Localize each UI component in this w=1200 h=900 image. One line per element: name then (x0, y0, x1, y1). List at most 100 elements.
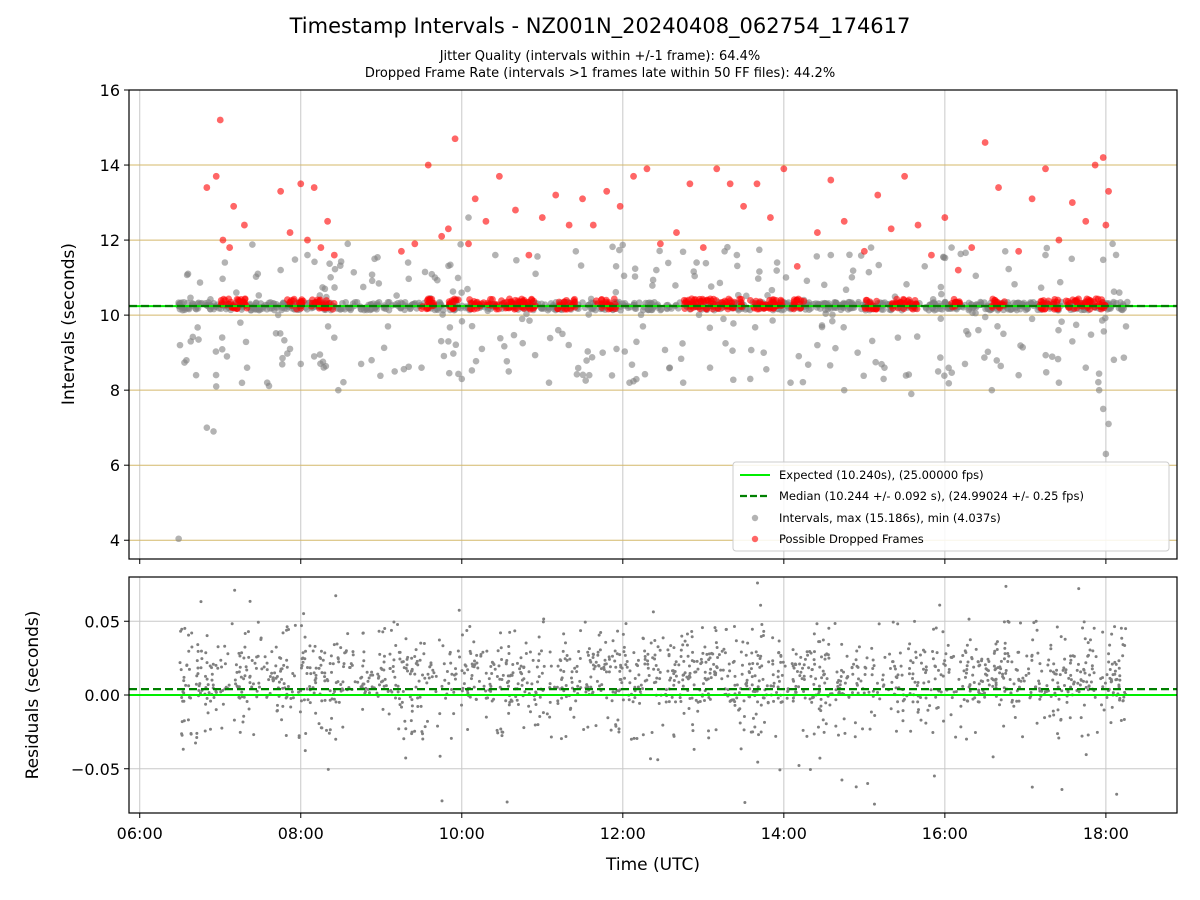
residual-point (918, 653, 922, 657)
residual-point (833, 622, 837, 626)
residual-point (537, 652, 541, 656)
residual-point (291, 696, 295, 700)
interval-point (243, 364, 251, 371)
interval-point (722, 340, 729, 347)
residual-point (414, 661, 418, 665)
bottom-y-tick-label: 0.05 (84, 612, 120, 631)
interval-point (984, 348, 992, 356)
residual-point (265, 668, 269, 672)
residual-point (507, 684, 511, 688)
residual-point (505, 800, 509, 804)
top-y-tick-label: 6 (110, 456, 120, 475)
residual-point (337, 700, 341, 704)
interval-point (357, 360, 365, 368)
residual-point (334, 594, 338, 598)
residual-point (1067, 676, 1071, 680)
residual-point (751, 716, 755, 720)
interval-point (1048, 353, 1056, 360)
residual-point (900, 673, 904, 677)
residual-point (652, 681, 656, 685)
residual-point (413, 729, 417, 733)
residual-point (822, 730, 826, 734)
residual-point (587, 647, 591, 651)
residual-point (238, 654, 242, 658)
residual-point (931, 730, 935, 734)
residual-point (696, 667, 700, 671)
residual-point (614, 691, 618, 695)
residual-point (237, 685, 241, 689)
interval-point (218, 334, 226, 341)
interval-point (945, 364, 952, 372)
residual-point (810, 700, 814, 704)
residual-point (1053, 691, 1057, 695)
residual-point (271, 679, 275, 683)
residual-point (341, 688, 345, 692)
residual-point (1012, 704, 1016, 708)
residual-point (786, 687, 790, 691)
residual-point (320, 671, 324, 675)
residual-point (1084, 661, 1088, 665)
residual-point (548, 715, 552, 719)
residual-point (802, 663, 806, 667)
residual-point (628, 669, 632, 673)
residual-point (681, 678, 685, 682)
residual-point (244, 665, 248, 669)
residual-point (221, 688, 225, 692)
residual-point (1051, 678, 1055, 682)
residual-point (891, 620, 895, 624)
residual-point (1040, 689, 1044, 693)
residual-point (741, 640, 745, 644)
residual-point (888, 652, 892, 656)
residual-point (855, 664, 859, 668)
residual-point (705, 652, 709, 656)
interval-point (458, 375, 466, 383)
residual-point (990, 677, 994, 681)
residual-point (312, 691, 316, 695)
residual-point (1071, 654, 1075, 658)
residual-point (808, 697, 812, 701)
residual-point (275, 709, 279, 713)
dropped-frame-point (1102, 221, 1110, 229)
residual-point (292, 674, 296, 678)
residual-point (1006, 660, 1010, 664)
interval-point (814, 341, 821, 349)
residual-point (941, 674, 945, 678)
interval-point (405, 275, 413, 283)
residual-point (714, 641, 718, 645)
residual-point (410, 704, 414, 708)
interval-point (310, 353, 318, 360)
residual-point (1051, 670, 1055, 674)
residual-point (507, 703, 511, 707)
interval-point (729, 347, 736, 354)
dropped-frame-point (217, 297, 225, 304)
residual-point (733, 700, 737, 704)
residual-point (688, 697, 692, 701)
interval-point (278, 360, 286, 368)
residual-point (1033, 685, 1037, 689)
residual-point (815, 622, 819, 626)
residual-point (586, 685, 590, 689)
residual-point (628, 681, 632, 685)
residual-point (915, 683, 919, 687)
residual-point (982, 691, 986, 695)
interval-point (221, 259, 229, 266)
interval-point (297, 360, 305, 368)
residual-point (810, 668, 814, 672)
residual-point (477, 679, 481, 683)
residual-point (809, 651, 813, 655)
residual-point (548, 682, 552, 686)
residual-point (924, 665, 928, 669)
interval-point (359, 283, 367, 291)
residual-point (1035, 721, 1039, 725)
residual-point (487, 677, 491, 681)
interval-point (458, 289, 465, 296)
dropped-frame-point (482, 217, 490, 225)
residual-point (513, 629, 517, 633)
residual-point (553, 685, 557, 689)
residual-point (434, 690, 438, 694)
residual-point (944, 652, 948, 656)
residual-point (732, 659, 736, 663)
interval-point (326, 260, 333, 267)
interval-point (641, 370, 649, 378)
residual-point (881, 678, 885, 682)
